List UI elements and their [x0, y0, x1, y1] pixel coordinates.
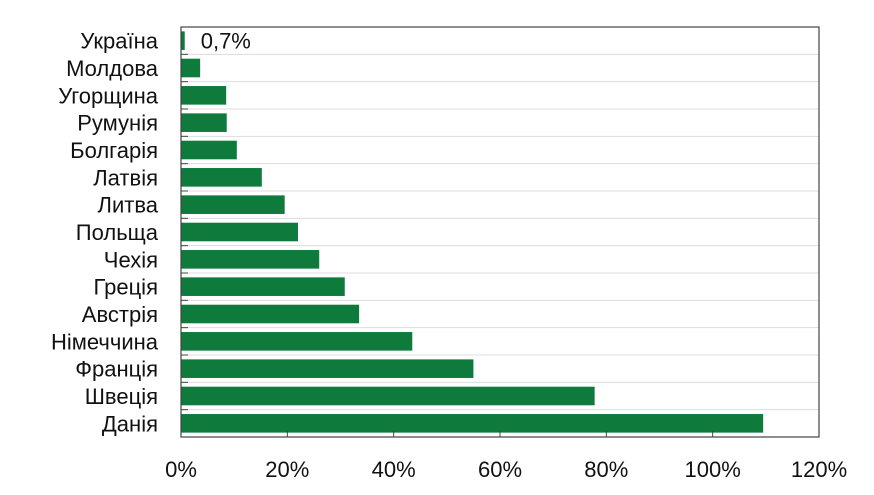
- category-label: Чехія: [104, 247, 158, 272]
- bar: [181, 414, 764, 433]
- bar: [181, 359, 474, 378]
- category-label: Польща: [76, 220, 159, 245]
- x-tick-label: 120%: [791, 457, 847, 482]
- grid-lines: [181, 53, 819, 411]
- bar: [181, 58, 201, 78]
- category-label: Україна: [80, 29, 158, 54]
- bar: [181, 386, 595, 406]
- category-label: Франція: [75, 357, 158, 382]
- x-tick-label: 100%: [685, 457, 741, 482]
- bar: [181, 195, 285, 214]
- category-label: Угорщина: [58, 83, 159, 108]
- x-tick-label: 60%: [478, 457, 522, 482]
- category-label: Литва: [98, 193, 159, 218]
- category-label: Данія: [102, 411, 158, 436]
- category-label: Латвія: [93, 165, 158, 190]
- category-label: Швеція: [85, 384, 158, 409]
- bar: [181, 304, 360, 324]
- category-label: Румунія: [77, 111, 158, 136]
- category-label: Німеччина: [51, 329, 159, 354]
- bar: [181, 222, 298, 242]
- category-label: Болгарія: [70, 138, 158, 163]
- category-label: Молдова: [66, 56, 159, 81]
- bars: [181, 31, 764, 433]
- bar: [181, 168, 262, 187]
- bar: [181, 31, 185, 50]
- x-tick-label: 80%: [584, 457, 628, 482]
- category-label: Австрія: [82, 302, 158, 327]
- bar: [181, 113, 227, 132]
- bar: [181, 277, 345, 296]
- x-tick-label: 0%: [165, 457, 197, 482]
- data-label: 0,7%: [201, 29, 251, 54]
- axes: [180, 26, 820, 438]
- bar: [181, 86, 227, 105]
- bar: [181, 140, 237, 160]
- bar: [181, 332, 413, 351]
- bar: [181, 250, 320, 269]
- x-tick-label: 40%: [372, 457, 416, 482]
- category-label: Греція: [93, 275, 158, 300]
- x-tick-label: 20%: [265, 457, 309, 482]
